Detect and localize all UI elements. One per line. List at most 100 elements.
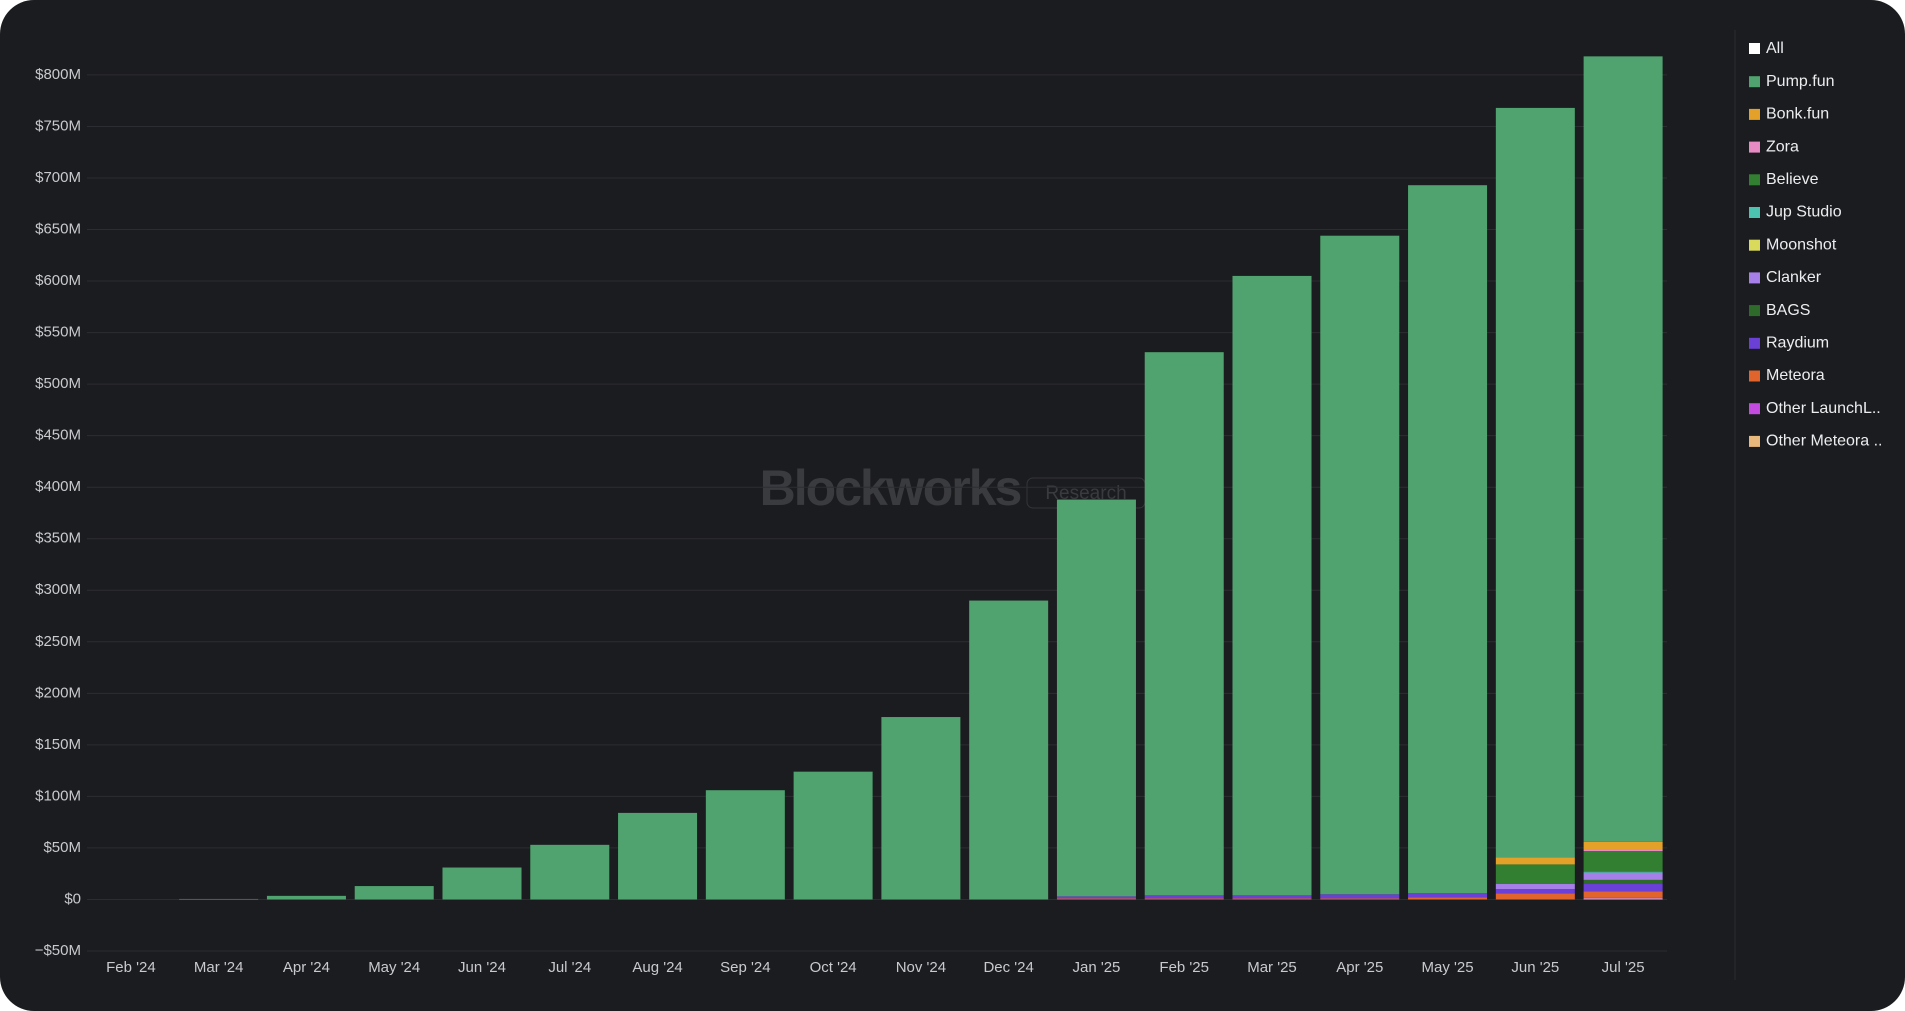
legend-label[interactable]: Other LaunchL.. bbox=[1766, 400, 1881, 417]
legend-swatch[interactable] bbox=[1749, 337, 1760, 349]
legend-swatch[interactable] bbox=[1749, 435, 1760, 447]
legend-swatch[interactable] bbox=[1749, 272, 1760, 284]
y-tick-label: $100M bbox=[35, 787, 81, 804]
x-tick-label: Oct '24 bbox=[810, 959, 857, 976]
bar-segment bbox=[1144, 895, 1224, 899]
x-tick-label: Feb '25 bbox=[1159, 959, 1209, 976]
legend-swatch[interactable] bbox=[1749, 207, 1760, 218]
bar-segment bbox=[969, 600, 1049, 900]
y-tick-label: $450M bbox=[35, 427, 81, 444]
bar-segment bbox=[1144, 352, 1224, 896]
y-tick-label: $50M bbox=[43, 839, 81, 856]
x-tick-label: Feb '24 bbox=[106, 959, 156, 976]
bar-segment bbox=[1583, 56, 1663, 842]
bar-segment bbox=[1320, 894, 1400, 899]
legend-swatch[interactable] bbox=[1749, 403, 1760, 415]
bar-segment bbox=[1408, 185, 1488, 894]
bar-segment bbox=[1583, 897, 1663, 899]
bar-segment bbox=[1583, 841, 1663, 850]
bar-segment bbox=[1495, 889, 1575, 894]
x-tick-label: May '25 bbox=[1422, 959, 1474, 976]
bar-segment bbox=[354, 886, 434, 900]
bar-segment bbox=[1583, 851, 1663, 872]
bar-segment bbox=[1408, 893, 1488, 898]
legend-label[interactable]: Believe bbox=[1766, 171, 1819, 188]
legend-swatch[interactable] bbox=[1749, 141, 1760, 153]
y-tick-label: $550M bbox=[35, 324, 81, 341]
x-tick-label: Jun '24 bbox=[458, 959, 506, 976]
x-tick-label: Dec '24 bbox=[983, 959, 1033, 976]
x-tick-label: Sep '24 bbox=[720, 959, 770, 976]
y-tick-label: $750M bbox=[35, 117, 81, 134]
bar-segment bbox=[1583, 884, 1663, 892]
bar-segment bbox=[1583, 891, 1663, 898]
bar-segment bbox=[793, 771, 873, 900]
x-tick-label: Jul '25 bbox=[1602, 959, 1645, 976]
y-tick-label: $650M bbox=[35, 220, 81, 237]
watermark-tag: Research bbox=[1045, 483, 1126, 504]
bar-segment bbox=[1232, 898, 1312, 900]
bar-segment bbox=[881, 717, 961, 900]
legend-label[interactable]: Zora bbox=[1766, 138, 1799, 155]
y-tick-label: $0 bbox=[64, 890, 81, 907]
legend-label[interactable]: Meteora bbox=[1766, 367, 1825, 384]
legend-label[interactable]: BAGS bbox=[1766, 302, 1810, 319]
bar-segment bbox=[1495, 864, 1575, 885]
bar-segment bbox=[1495, 107, 1575, 858]
bar-segment bbox=[1408, 897, 1488, 900]
watermark: Blockworks bbox=[760, 460, 1021, 516]
y-tick-label: $150M bbox=[35, 736, 81, 753]
bar-segment bbox=[530, 844, 610, 900]
y-tick-label: $600M bbox=[35, 272, 81, 289]
bar-segment bbox=[1495, 893, 1575, 900]
legend-toggle[interactable]: All bbox=[1766, 40, 1784, 57]
bar-segment bbox=[618, 812, 698, 900]
y-tick-label: $300M bbox=[35, 581, 81, 598]
x-tick-label: Apr '24 bbox=[283, 959, 330, 976]
legend-swatch[interactable] bbox=[1749, 43, 1760, 54]
bar-segment bbox=[266, 895, 346, 900]
legend-label[interactable]: Pump.fun bbox=[1766, 73, 1834, 90]
y-tick-label: $800M bbox=[35, 66, 81, 83]
legend-swatch[interactable] bbox=[1749, 305, 1760, 317]
legend-label[interactable]: Clanker bbox=[1766, 269, 1822, 286]
legend-label[interactable]: Jup Studio bbox=[1766, 204, 1842, 221]
bar-segment bbox=[442, 867, 522, 900]
legend-label[interactable]: Bonk.fun bbox=[1766, 106, 1829, 123]
bar-segment bbox=[1583, 898, 1663, 900]
y-tick-label: $200M bbox=[35, 684, 81, 701]
bar-segment bbox=[1320, 898, 1400, 900]
x-tick-label: Mar '25 bbox=[1247, 959, 1297, 976]
y-tick-label: $350M bbox=[35, 530, 81, 547]
legend-swatch[interactable] bbox=[1749, 370, 1760, 382]
bar-segment bbox=[1583, 849, 1663, 852]
bar-segment bbox=[1232, 895, 1312, 899]
legend-swatch[interactable] bbox=[1749, 174, 1760, 186]
legend-label[interactable]: Other Meteora .. bbox=[1766, 433, 1883, 450]
bar-segment bbox=[1144, 898, 1224, 900]
bar-segment bbox=[1583, 872, 1663, 880]
bar-segment bbox=[1583, 871, 1663, 873]
bar-segment bbox=[179, 898, 259, 900]
x-tick-label: Nov '24 bbox=[896, 959, 946, 976]
legend-swatch[interactable] bbox=[1749, 239, 1760, 251]
x-tick-label: Apr '25 bbox=[1336, 959, 1383, 976]
x-tick-label: Jan '25 bbox=[1072, 959, 1120, 976]
y-tick-label: −$50M bbox=[35, 942, 81, 959]
legend-swatch[interactable] bbox=[1749, 76, 1760, 88]
bar-segment bbox=[1232, 275, 1312, 896]
bar-segment bbox=[1495, 857, 1575, 865]
bar-segment bbox=[1056, 896, 1136, 899]
bar-segment bbox=[705, 790, 785, 900]
x-tick-label: Jun '25 bbox=[1511, 959, 1559, 976]
legend-label[interactable]: Raydium bbox=[1766, 335, 1829, 352]
bar-segment bbox=[1583, 879, 1663, 885]
y-tick-label: $250M bbox=[35, 633, 81, 650]
legend-label[interactable]: Moonshot bbox=[1766, 236, 1837, 253]
legend-swatch[interactable] bbox=[1749, 108, 1760, 120]
y-tick-label: $500M bbox=[35, 375, 81, 392]
y-tick-label: $400M bbox=[35, 478, 81, 495]
y-tick-label: $700M bbox=[35, 169, 81, 186]
